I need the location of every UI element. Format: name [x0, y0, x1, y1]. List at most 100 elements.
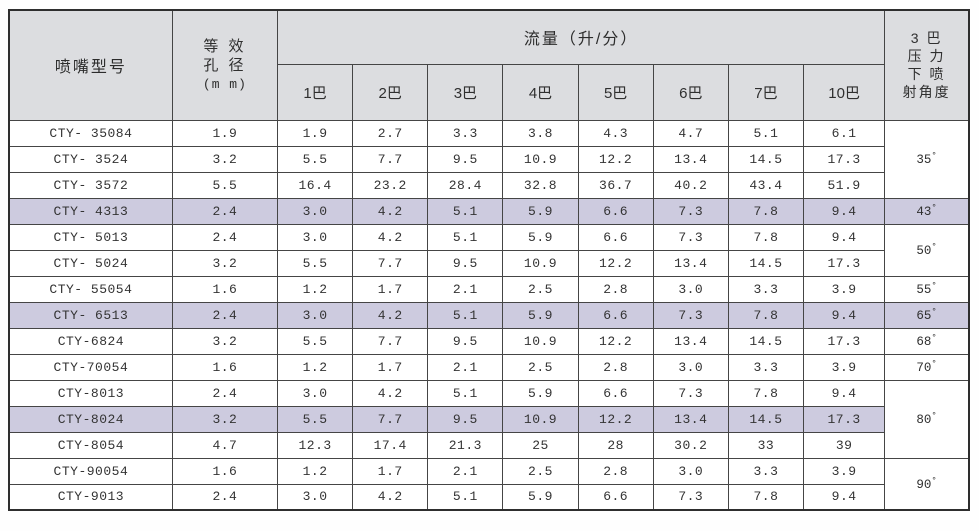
- cell-flow-5巴: 28: [577, 431, 654, 459]
- cell-flow-4巴: 10.9: [502, 249, 579, 277]
- cell-spray-angle: 43°: [884, 197, 970, 225]
- cell-flow-5巴: 6.6: [577, 223, 654, 251]
- cell-flow-3巴: 5.1: [427, 483, 504, 511]
- cell-flow-4巴: 2.5: [502, 275, 579, 303]
- table-row: CTY-9013 2.4 3.0 4.2 5.1 5.9 6.6 7.3 7.8 9.4: [8, 483, 969, 511]
- table-row: CTY-8013 2.4 3.0 4.2 5.1 5.9 6.6 7.3 7.8 9.4 80°: [8, 379, 970, 459]
- cell-flow-2巴: 17.4: [352, 431, 429, 459]
- cell-flow-3巴: 2.1: [427, 353, 504, 381]
- cell-flow-1巴: 3.0: [277, 223, 354, 251]
- table-body: CTY- 35084 1.9 1.9 2.7 3.3 3.8 4.3 4.7 5.1 6.1 35°…: [8, 119, 970, 511]
- cell-flow-6巴: 7.3: [652, 301, 729, 329]
- col-header-pressure-4: 4巴: [502, 63, 579, 121]
- header-line: (m m): [202, 76, 247, 92]
- cell-flow-7巴: 7.8: [727, 379, 805, 407]
- cell-flow-1巴: 5.5: [277, 405, 354, 433]
- cell-flow-1巴: 3.0: [277, 301, 354, 329]
- table-row: CTY-6824 3.2 5.5 7.7 9.5 10.9 12.2 13.4 14.5 17.3…: [8, 327, 970, 355]
- cell-flow-5巴: 2.8: [577, 457, 654, 485]
- header-line: 3 巴: [910, 30, 943, 47]
- cell-flow-1巴: 3.0: [277, 483, 354, 511]
- header-line: 下 喷: [907, 66, 946, 83]
- header-line: 射角度: [902, 84, 951, 101]
- cell-flow-3巴: 2.1: [427, 457, 504, 485]
- cell-flow-5巴: 6.6: [577, 483, 654, 511]
- cell-flow-2巴: 4.2: [352, 223, 429, 251]
- cell-flow-1巴: 3.0: [277, 379, 354, 407]
- cell-aperture: 1.6: [171, 457, 279, 485]
- cell-flow-10巴: 9.4: [802, 197, 886, 225]
- cell-flow-2巴: 7.7: [352, 145, 429, 173]
- cell-flow-6巴: 13.4: [652, 249, 729, 277]
- cell-flow-7巴: 7.8: [727, 197, 805, 225]
- cell-flow-7巴: 14.5: [727, 145, 805, 173]
- cell-flow-6巴: 3.0: [652, 353, 729, 381]
- cell-flow-1巴: 5.5: [277, 327, 354, 355]
- cell-flow-6巴: 4.7: [652, 119, 729, 147]
- cell-flow-7巴: 7.8: [727, 223, 805, 251]
- cell-flow-3巴: 9.5: [427, 327, 504, 355]
- cell-flow-7巴: 3.3: [727, 353, 805, 381]
- cell-spray-angle: 90°: [884, 457, 970, 511]
- cell-flow-1巴: 5.5: [277, 145, 354, 173]
- cell-flow-5巴: 6.6: [577, 379, 654, 407]
- cell-flow-4巴: 5.9: [502, 301, 579, 329]
- cell-flow-2巴: 7.7: [352, 249, 429, 277]
- cell-flow-10巴: 17.3: [802, 405, 886, 433]
- cell-flow-2巴: 4.2: [352, 379, 429, 407]
- cell-flow-10巴: 9.4: [802, 301, 886, 329]
- cell-flow-3巴: 9.5: [427, 145, 504, 173]
- cell-spray-angle: 65°: [884, 301, 970, 329]
- cell-model: CTY-9013: [8, 483, 173, 511]
- cell-flow-6巴: 40.2: [652, 171, 729, 199]
- cell-flow-5巴: 2.8: [577, 275, 654, 303]
- table-row: CTY- 6513 2.4 3.0 4.2 5.1 5.9 6.6 7.3 7.8 9.4 65°: [8, 301, 970, 329]
- cell-flow-5巴: 12.2: [577, 405, 654, 433]
- cell-flow-7巴: 14.5: [727, 327, 805, 355]
- table-row: CTY- 3524 3.2 5.5 7.7 9.5 10.9 12.2 13.4 14.5 17.…: [8, 145, 969, 173]
- cell-flow-7巴: 14.5: [727, 405, 805, 433]
- cell-flow-3巴: 5.1: [427, 379, 504, 407]
- cell-flow-3巴: 5.1: [427, 223, 504, 251]
- cell-model: CTY- 55054: [8, 275, 173, 303]
- cell-aperture: 4.7: [171, 431, 279, 459]
- col-header-pressure-8: 10巴: [802, 63, 886, 121]
- col-header-spray-angle: 3 巴压 力下 喷射角度: [884, 9, 970, 121]
- cell-flow-10巴: 6.1: [802, 119, 886, 147]
- cell-spray-angle: 70°: [884, 353, 970, 381]
- cell-flow-1巴: 1.2: [277, 353, 354, 381]
- header-line: 等 效: [203, 37, 247, 55]
- cell-flow-10巴: 9.4: [802, 223, 886, 251]
- cell-flow-6巴: 7.3: [652, 379, 729, 407]
- cell-flow-2巴: 4.2: [352, 483, 429, 511]
- cell-model: CTY- 3524: [8, 145, 173, 173]
- cell-flow-5巴: 12.2: [577, 327, 654, 355]
- cell-flow-7巴: 33: [727, 431, 805, 459]
- cell-flow-4巴: 5.9: [502, 197, 579, 225]
- cell-flow-3巴: 5.1: [427, 301, 504, 329]
- col-header-pressure-7: 7巴: [727, 63, 805, 121]
- cell-model: CTY-90054: [8, 457, 173, 485]
- cell-flow-4巴: 2.5: [502, 353, 579, 381]
- cell-aperture: 3.2: [171, 145, 279, 173]
- cell-model: CTY-8013: [8, 379, 173, 407]
- cell-flow-7巴: 3.3: [727, 457, 805, 485]
- cell-flow-4巴: 25: [502, 431, 579, 459]
- cell-flow-2巴: 7.7: [352, 327, 429, 355]
- table-row: CTY- 5024 3.2 5.5 7.7 9.5 10.9 12.2 13.4 14.5 17.…: [8, 249, 969, 277]
- cell-flow-4巴: 3.8: [502, 119, 579, 147]
- cell-aperture: 2.4: [171, 379, 279, 407]
- col-header-pressure-3: 3巴: [427, 63, 504, 121]
- cell-flow-2巴: 7.7: [352, 405, 429, 433]
- header-line: 压 力: [907, 48, 946, 65]
- cell-model: CTY-6824: [8, 327, 173, 355]
- header-line: 孔 径: [203, 56, 247, 74]
- table-row: CTY-8024 3.2 5.5 7.7 9.5 10.9 12.2 13.4 14.5 17.3: [8, 405, 969, 433]
- cell-flow-2巴: 4.2: [352, 301, 429, 329]
- cell-flow-5巴: 6.6: [577, 197, 654, 225]
- cell-flow-6巴: 7.3: [652, 483, 729, 511]
- cell-flow-3巴: 3.3: [427, 119, 504, 147]
- cell-flow-2巴: 23.2: [352, 171, 429, 199]
- cell-flow-5巴: 12.2: [577, 249, 654, 277]
- cell-model: CTY- 5013: [8, 223, 173, 251]
